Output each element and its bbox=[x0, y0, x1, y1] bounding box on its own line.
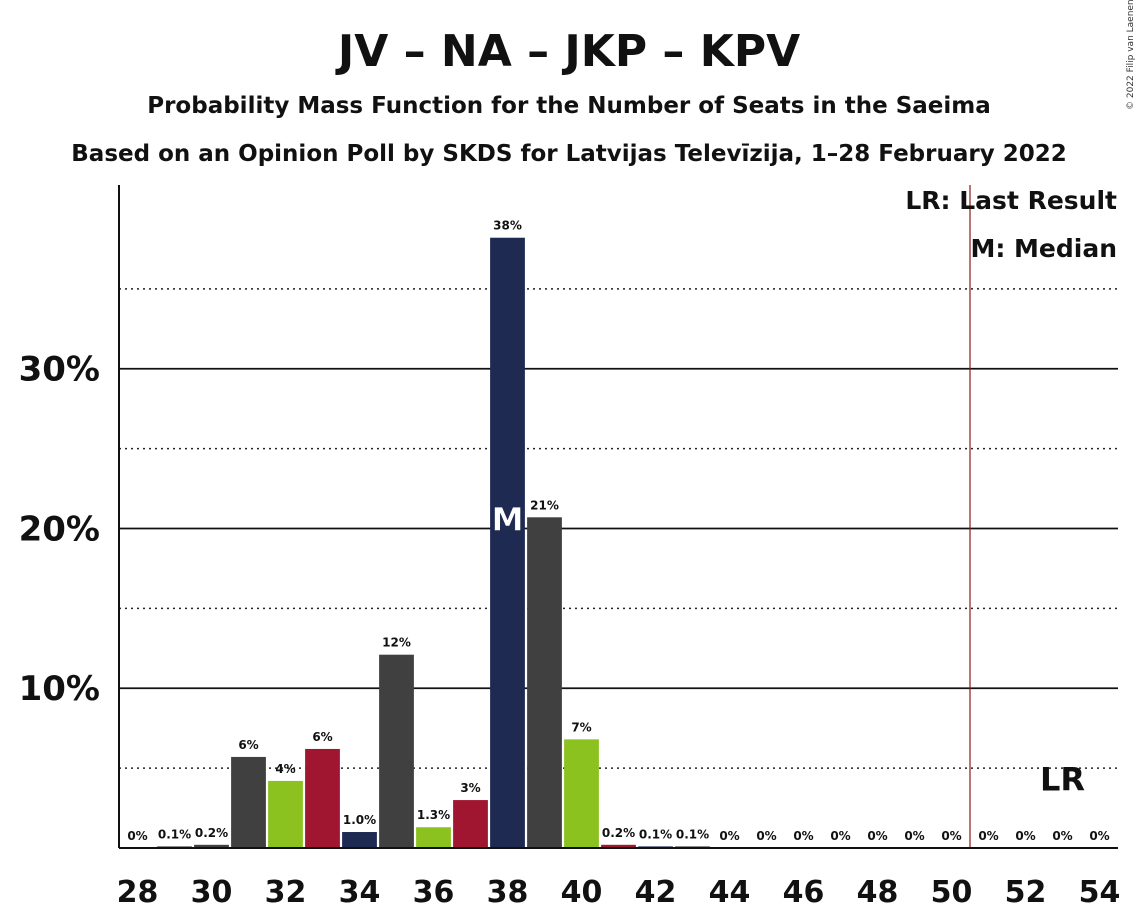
legend-last-result: LR: Last Result bbox=[905, 186, 1117, 215]
data-label-seat-52: 0% bbox=[1015, 829, 1035, 843]
x-tick-label-32: 32 bbox=[265, 875, 307, 910]
x-tick-label-54: 54 bbox=[1079, 875, 1121, 910]
markers: M LR bbox=[491, 185, 1085, 848]
bar-seat-32 bbox=[268, 780, 303, 848]
bars bbox=[157, 237, 710, 849]
x-tick-label-52: 52 bbox=[1005, 875, 1047, 910]
bar-seat-37 bbox=[453, 800, 488, 848]
data-label-seat-37: 3% bbox=[460, 781, 480, 795]
bar-seat-35 bbox=[379, 654, 414, 848]
chart-title: JV – NA – JKP – KPV bbox=[335, 26, 800, 77]
bar-seat-39 bbox=[527, 517, 562, 848]
data-label-seat-28: 0% bbox=[127, 829, 147, 843]
data-label-seat-32: 4% bbox=[275, 762, 295, 776]
x-tick-label-44: 44 bbox=[709, 875, 751, 910]
last-result-marker: LR bbox=[1040, 760, 1085, 798]
x-tick-label-34: 34 bbox=[339, 875, 381, 910]
bar-seat-36 bbox=[416, 827, 451, 848]
x-tick-label-42: 42 bbox=[635, 875, 677, 910]
median-marker: M bbox=[492, 501, 524, 539]
data-label-seat-48: 0% bbox=[867, 829, 887, 843]
bar-seat-30 bbox=[194, 844, 229, 848]
y-tick-labels: 10% 20% 30% bbox=[19, 350, 100, 710]
x-tick-label-38: 38 bbox=[487, 875, 529, 910]
copyright-note: © 2022 Filip van Laenen bbox=[1126, 0, 1136, 110]
data-label-seat-41: 0.2% bbox=[602, 826, 635, 840]
data-label-seat-33: 6% bbox=[312, 730, 332, 744]
data-label-seat-29: 0.1% bbox=[158, 827, 191, 841]
x-tick-label-50: 50 bbox=[931, 875, 973, 910]
data-label-seat-54: 0% bbox=[1089, 829, 1109, 843]
x-tick-label-46: 46 bbox=[783, 875, 825, 910]
y-tick-label-20: 20% bbox=[19, 509, 100, 549]
data-label-seat-46: 0% bbox=[793, 829, 813, 843]
y-tick-label-30: 30% bbox=[19, 350, 100, 390]
data-label-seat-50: 0% bbox=[941, 829, 961, 843]
x-tick-label-36: 36 bbox=[413, 875, 455, 910]
x-tick-labels: 28 30 32 34 36 38 40 42 44 46 48 50 52 54 bbox=[117, 875, 1121, 910]
data-label-seat-47: 0% bbox=[830, 829, 850, 843]
data-label-seat-35: 12% bbox=[382, 636, 411, 650]
x-tick-label-40: 40 bbox=[561, 875, 603, 910]
bar-seat-38 bbox=[490, 237, 525, 849]
data-label-seat-51: 0% bbox=[978, 829, 998, 843]
x-tick-label-30: 30 bbox=[191, 875, 233, 910]
y-tick-label-10: 10% bbox=[19, 669, 100, 709]
data-label-seat-53: 0% bbox=[1052, 829, 1072, 843]
data-label-seat-36: 1.3% bbox=[417, 808, 450, 822]
bar-seat-34 bbox=[342, 832, 377, 848]
data-label-seat-34: 1.0% bbox=[343, 813, 376, 827]
axes bbox=[118, 185, 1118, 849]
legend-median: M: Median bbox=[970, 234, 1117, 263]
data-label-seat-30: 0.2% bbox=[195, 826, 228, 840]
data-label-seat-40: 7% bbox=[571, 720, 591, 734]
chart-subtitle: Probability Mass Function for the Number… bbox=[147, 93, 991, 119]
chart-subtitle-source: Based on an Opinion Poll by SKDS for Lat… bbox=[71, 141, 1066, 167]
data-label-seat-39: 21% bbox=[530, 498, 559, 512]
data-labels: 0% 0.1% 0.2% 6% 4% 6% 1.0% 12% 1.3% 3% 38% 21% 7% 0.2… bbox=[127, 219, 1109, 843]
data-label-seat-42: 0.1% bbox=[639, 827, 672, 841]
gridlines bbox=[119, 288, 1118, 769]
data-label-seat-38: 38% bbox=[493, 219, 522, 233]
data-label-seat-31: 6% bbox=[238, 738, 258, 752]
bar-seat-33 bbox=[305, 748, 340, 848]
bar-seat-41 bbox=[601, 844, 636, 848]
data-label-seat-43: 0.1% bbox=[676, 827, 709, 841]
bar-seat-40 bbox=[564, 739, 599, 848]
data-label-seat-49: 0% bbox=[904, 829, 924, 843]
x-tick-label-48: 48 bbox=[857, 875, 899, 910]
bar-seat-31 bbox=[231, 756, 266, 848]
data-label-seat-45: 0% bbox=[756, 829, 776, 843]
data-label-seat-44: 0% bbox=[719, 829, 739, 843]
x-tick-label-28: 28 bbox=[117, 875, 159, 910]
